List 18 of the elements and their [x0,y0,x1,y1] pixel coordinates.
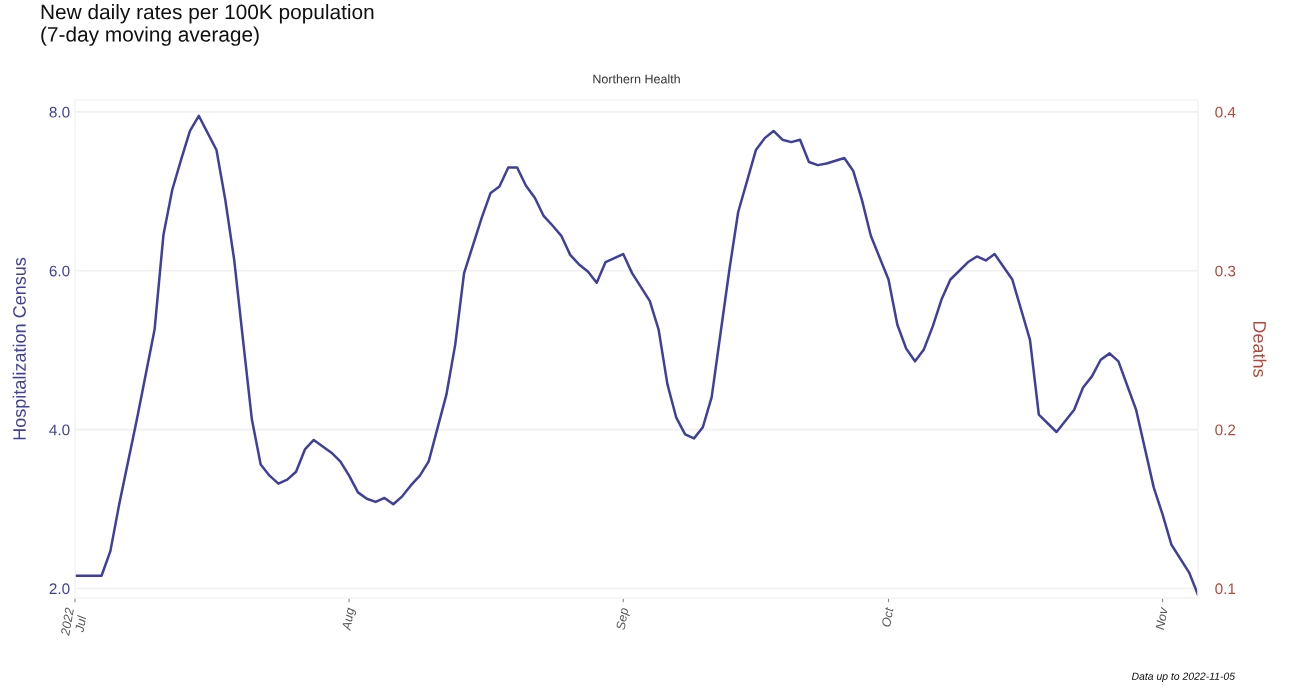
x-tick-label: Aug [341,607,357,632]
y-tick-label: 4.0 [49,424,70,436]
y2-tick-label: 0.2 [1215,424,1236,436]
y2-axis-title: Deaths [1253,321,1267,377]
x-tick-label: 2022 Jul [60,607,87,637]
text: Data up to 2022-11-05 [1131,672,1236,682]
y-axis-title: Hospitalization Census [12,257,30,440]
y2-tick-label: 0.3 [1215,265,1236,277]
x-tick-label: Sep [615,607,631,631]
y2-tick-label: 0.4 [1215,106,1236,118]
x-tick-label: Nov [1155,606,1168,631]
chart-title: New daily rates per 100K population (7-day moving average) [41,4,374,46]
y-tick-label: 2.0 [49,583,70,595]
y-tick-label: 6.0 [49,265,70,277]
chart-subtitle: Northern Health [593,74,680,84]
y2-tick-label: 0.1 [1215,583,1236,595]
x-tick-label: Oct [881,606,894,628]
y-tick-label: 8.0 [49,106,70,118]
